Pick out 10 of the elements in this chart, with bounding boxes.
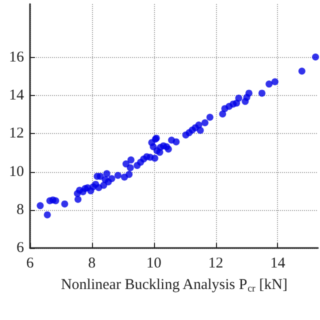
y-tick-label: 12	[9, 126, 24, 142]
x-tick-label: 10	[146, 256, 162, 272]
y-tick-label: 8	[16, 202, 24, 218]
y-tick-label: 16	[9, 49, 24, 66]
y-tick-label: 6	[16, 240, 24, 256]
x-tick-label: 8	[88, 256, 96, 272]
y-tick-label: 14	[9, 88, 24, 104]
y-tick-label: 10	[9, 164, 24, 180]
x-tick-label: 12	[208, 256, 224, 272]
x-tick-label: 14	[270, 256, 286, 272]
